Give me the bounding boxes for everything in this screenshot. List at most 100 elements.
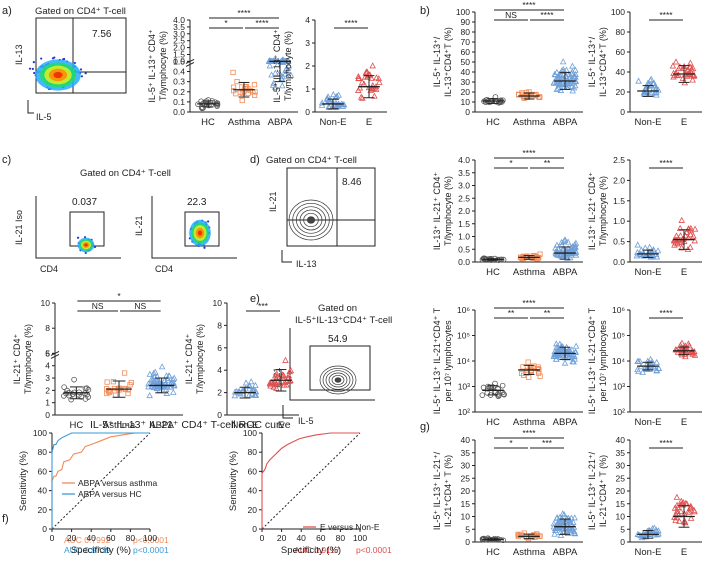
data-point	[150, 377, 157, 384]
data-point	[556, 340, 564, 347]
y-tick-label: 25	[461, 473, 471, 483]
data-point	[686, 508, 693, 515]
roc-right-auc-1: AUC 0.9117	[294, 545, 340, 555]
flow-c1-gate: Gated on CD4⁺ T-cell	[80, 168, 171, 179]
data-point	[647, 90, 655, 97]
roc-x-tick-label: 20	[277, 533, 287, 543]
x-category-label: E	[681, 417, 687, 428]
y-tick-label: 20	[461, 87, 471, 97]
data-point	[653, 91, 660, 98]
data-point	[690, 232, 697, 239]
data-point	[251, 82, 258, 88]
data-point	[239, 97, 245, 104]
axis-break	[185, 61, 195, 67]
data-point	[146, 370, 154, 377]
flow-e-contours	[319, 365, 357, 395]
data-point	[687, 514, 695, 521]
y-tick-label: 2.0	[173, 43, 185, 53]
panel-letter-g: g)	[420, 421, 430, 433]
data-point	[516, 532, 522, 539]
data-point	[145, 383, 152, 390]
data-point	[249, 386, 257, 393]
flow-c1-ylabel: IL-21 Iso	[14, 210, 24, 245]
data-point	[648, 88, 656, 95]
data-point	[673, 493, 681, 500]
x-category-label: HC	[486, 117, 500, 128]
data-point	[553, 85, 561, 92]
roc-y-tick-label: 40	[38, 486, 48, 496]
chart-a-groups: 0.00.10.20.30.40.51.01.52.02.53.03.54.0 I…	[147, 8, 298, 128]
flow-d-value: 8.46	[342, 177, 362, 188]
y-tick-label: 30	[461, 77, 471, 87]
contour-line	[328, 372, 348, 388]
flow-plot-c1: Gated on CD4⁺ T-cell 0.037 IL-21 Iso CD4	[14, 168, 171, 274]
roc-x-label: Specificity (%)	[281, 545, 341, 556]
y-tick-label: 10⁵	[612, 331, 625, 341]
flow-e-gate1: Gated on	[318, 303, 357, 314]
chart-e-groups: 10² 10³ 10⁴ 10⁵ 10⁶ IL-5⁺ IL-13⁺ IL-21⁺CD4⁺ T…	[432, 298, 583, 428]
data-point	[570, 84, 578, 91]
roc-x-label: Specificity (%)	[71, 545, 131, 556]
data-point	[557, 518, 564, 525]
data-point	[149, 375, 157, 382]
y-tick-label: 4	[217, 365, 222, 375]
roc-y-tick-label: 80	[248, 447, 258, 457]
data-point	[112, 392, 119, 398]
data-point	[266, 57, 273, 64]
roc-x-tick-label: 60	[316, 533, 326, 543]
data-point	[368, 74, 375, 81]
y-tick-label: 10³	[613, 382, 625, 392]
significance-label: ***	[542, 438, 553, 448]
y-axis-label: IL-13⁺CD4⁺T (%)	[443, 27, 453, 97]
data-point	[564, 244, 572, 252]
roc-y-tick-label: 20	[248, 505, 258, 515]
data-point	[647, 75, 655, 82]
significance-label: ****	[659, 438, 673, 448]
roc-left-legend-2: ABPA versus HC	[78, 489, 142, 499]
data-point	[673, 514, 680, 521]
event-dot	[28, 67, 32, 70]
y-tick-label: 10	[616, 512, 626, 522]
data-point	[559, 245, 567, 252]
x-category-label: Asthma	[513, 267, 546, 278]
roc-left-auc-2: AUC 0.9739	[64, 545, 111, 555]
y-tick-label: 50	[461, 57, 471, 67]
density-level	[53, 71, 63, 79]
significance-label: *	[509, 438, 513, 448]
x-category-label: Asthma	[513, 547, 546, 558]
data-point	[561, 359, 569, 366]
flow-c1-axes	[35, 196, 121, 259]
data-point	[270, 379, 277, 386]
significance-label: NS	[92, 301, 104, 311]
data-point	[677, 341, 684, 348]
data-point	[167, 380, 175, 387]
y-tick-label: 40	[616, 435, 626, 445]
y-tick-label: 40	[461, 435, 471, 445]
y-tick-label: 10	[41, 298, 51, 308]
event-dot	[84, 72, 87, 75]
flow-d-ylabel: IL-21	[268, 191, 278, 212]
y-tick-label: 6	[217, 343, 222, 353]
data-point	[684, 66, 691, 73]
y-axis-label: per 10⁷ lymphocytes	[598, 320, 608, 402]
y-axis-label: IL-5⁺ IL-13⁺ IL-21⁺CD4⁺ T	[432, 307, 442, 414]
data-point	[249, 390, 256, 397]
y-tick-label: 0.5	[613, 237, 625, 247]
y-axis-label: T/lymphocyte (%)	[195, 324, 205, 394]
data-point	[570, 358, 577, 365]
roc-x-tick-label: 100	[143, 533, 157, 543]
data-point	[571, 244, 578, 251]
y-tick-label: 4.0	[173, 15, 185, 25]
panel-letter-e: e)	[250, 293, 260, 305]
data-point	[145, 380, 152, 387]
y-tick-label: 1.5	[173, 50, 185, 60]
roc-y-tick-label: 60	[248, 466, 258, 476]
data-point	[648, 253, 655, 260]
data-point	[560, 237, 568, 244]
x-category-label: Asthma	[228, 117, 261, 128]
roc-y-tick-label: 0	[252, 524, 257, 534]
y-tick-label: 20	[461, 486, 471, 496]
roc-y-label: Sensitivity (%)	[18, 451, 29, 511]
x-category-label: ABPA	[268, 117, 293, 128]
flow-c1-value: 0.037	[72, 197, 97, 208]
